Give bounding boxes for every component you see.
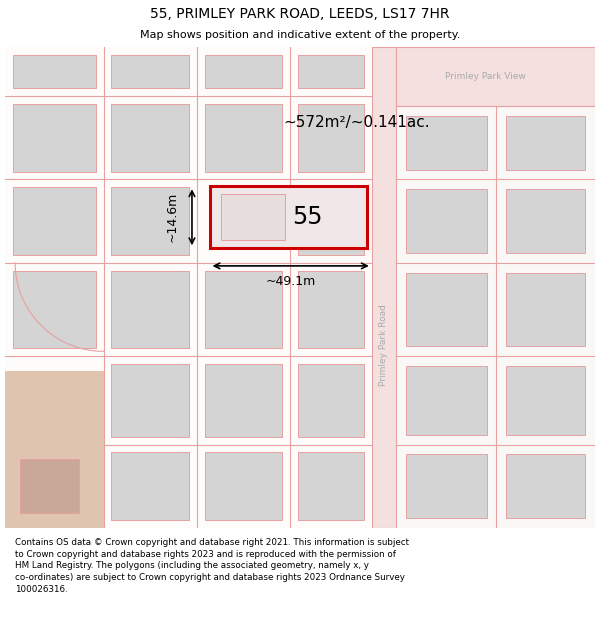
Bar <box>506 189 585 253</box>
Text: ~14.6m: ~14.6m <box>166 192 179 242</box>
Bar <box>112 271 189 348</box>
Bar <box>298 364 364 437</box>
Text: Primley Park Road: Primley Park Road <box>379 304 388 386</box>
Bar <box>205 452 283 520</box>
Text: Primley Park View: Primley Park View <box>445 72 526 81</box>
Bar <box>5 371 104 528</box>
Bar <box>371 47 396 528</box>
Bar <box>506 366 585 435</box>
Bar <box>13 271 96 348</box>
Text: Contains OS data © Crown copyright and database right 2021. This information is : Contains OS data © Crown copyright and d… <box>15 538 409 594</box>
Bar <box>112 364 189 437</box>
Bar <box>112 452 189 520</box>
Text: Map shows position and indicative extent of the property.: Map shows position and indicative extent… <box>140 30 460 40</box>
Bar <box>298 188 364 255</box>
Bar <box>406 116 487 169</box>
Bar <box>383 47 595 528</box>
Bar <box>506 454 585 518</box>
Bar <box>5 47 383 528</box>
Bar <box>298 452 364 520</box>
Bar <box>298 55 364 88</box>
Bar <box>396 47 595 106</box>
Bar <box>112 188 189 255</box>
Bar <box>112 104 189 172</box>
Bar <box>205 55 283 88</box>
Bar <box>506 116 585 169</box>
Text: ~49.1m: ~49.1m <box>266 275 316 288</box>
Bar <box>205 364 283 437</box>
Bar <box>221 194 285 241</box>
Bar <box>406 454 487 518</box>
Bar <box>209 186 367 248</box>
Bar <box>298 104 364 172</box>
Bar <box>20 459 79 513</box>
Bar <box>298 271 364 348</box>
Bar <box>406 272 487 346</box>
Bar <box>205 104 283 172</box>
Bar <box>13 188 96 255</box>
Bar <box>506 272 585 346</box>
Text: 55, PRIMLEY PARK ROAD, LEEDS, LS17 7HR: 55, PRIMLEY PARK ROAD, LEEDS, LS17 7HR <box>150 7 450 21</box>
Bar <box>13 55 96 88</box>
Text: 55: 55 <box>292 205 322 229</box>
Bar <box>13 104 96 172</box>
Bar <box>205 271 283 348</box>
Text: ~572m²/~0.141ac.: ~572m²/~0.141ac. <box>283 115 430 130</box>
Bar <box>112 55 189 88</box>
Bar <box>406 189 487 253</box>
Bar <box>406 366 487 435</box>
